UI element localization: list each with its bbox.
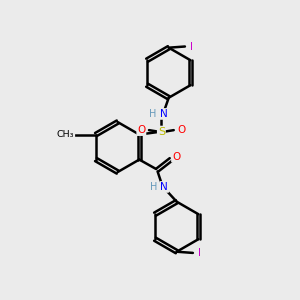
Text: N: N (160, 182, 168, 192)
Text: O: O (137, 125, 146, 135)
Text: S: S (158, 127, 165, 136)
Text: CH₃: CH₃ (57, 130, 74, 139)
Text: O: O (172, 152, 180, 162)
Text: I: I (190, 42, 193, 52)
Text: N: N (160, 109, 168, 119)
Text: O: O (177, 125, 185, 135)
Text: H: H (150, 182, 158, 192)
Text: I: I (198, 248, 201, 258)
Text: H: H (149, 109, 157, 119)
